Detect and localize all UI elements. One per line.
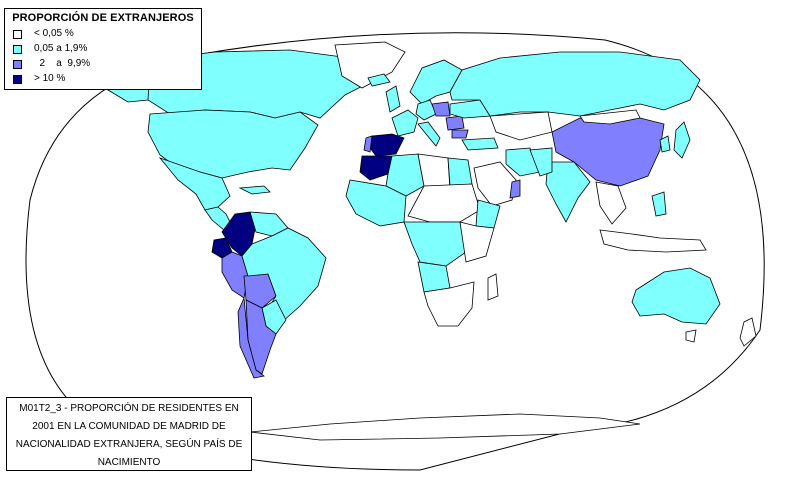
country-uk (385, 85, 401, 113)
legend-label: < 0,05 % (34, 28, 74, 39)
country-poland (431, 101, 451, 117)
country-morocco (359, 155, 393, 181)
map-caption: M01T2_3 - PROPORCIÓN DE RESIDENTES EN 20… (6, 397, 252, 471)
country-egypt (447, 157, 473, 187)
country-greenland (334, 41, 406, 89)
country-indonesia (599, 229, 707, 253)
country-colombia (221, 211, 257, 257)
country-southeast-asia (595, 181, 627, 225)
country-mongolia (579, 109, 641, 125)
country-new-zealand (739, 317, 757, 347)
country-central-africa (403, 221, 467, 267)
country-oman (509, 179, 521, 199)
legend-swatch (13, 60, 22, 69)
legend-swatch (13, 45, 22, 54)
country-brazil (241, 227, 327, 323)
country-france (391, 109, 419, 137)
country-southern-africa (423, 281, 475, 327)
country-ukraine (449, 99, 491, 119)
country-iceland (367, 73, 391, 87)
country-russia (449, 51, 701, 117)
country-tasmania (685, 329, 697, 343)
country-italy (417, 121, 441, 147)
country-japan (673, 121, 691, 159)
legend-title: PROPORCIÓN DE EXTRANJEROS (12, 12, 194, 24)
country-cuba (238, 185, 271, 195)
country-kazakhstan (489, 111, 553, 141)
country-australia (631, 267, 721, 325)
country-bulgaria (451, 129, 469, 139)
legend: PROPORCIÓN DE EXTRANJEROS < 0,05 % 0,05 … (4, 8, 202, 90)
country-germany (415, 99, 437, 121)
country-korea (659, 135, 671, 153)
country-sudan-chad (407, 183, 481, 223)
legend-label: 0,05 a 1,9% (34, 43, 88, 54)
country-madagascar (487, 273, 499, 301)
country-turkey (461, 137, 499, 151)
country-pakistan (529, 147, 553, 177)
legend-swatch (13, 75, 22, 84)
country-east-africa (459, 221, 495, 263)
legend-label: > 10 % (34, 73, 66, 84)
country-romania (445, 115, 465, 131)
country-india (545, 161, 591, 223)
legend-label: 2 a 9,9% (34, 58, 91, 69)
country-chile (237, 297, 265, 379)
antarctica (249, 413, 641, 441)
legend-swatch (13, 30, 22, 39)
country-angola (417, 261, 451, 293)
country-spain (369, 133, 405, 157)
country-philippines (651, 191, 667, 217)
country-west-africa (345, 179, 407, 227)
country-saudi-arabia (473, 161, 517, 207)
country-portugal (363, 135, 373, 153)
